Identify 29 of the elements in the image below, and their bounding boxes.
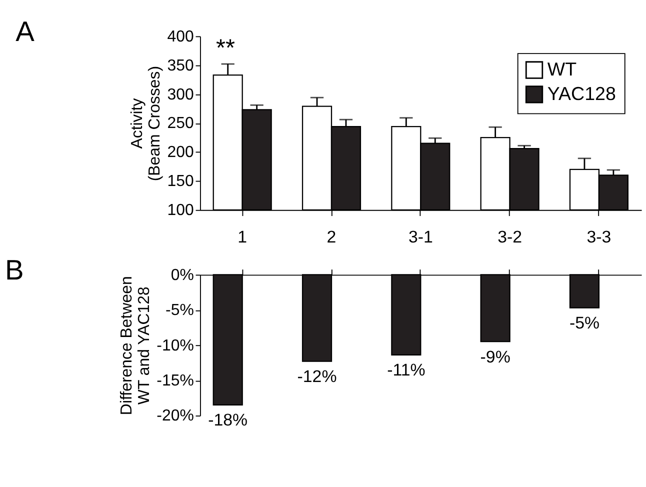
y-tick-label: 300 — [167, 86, 194, 104]
data-label: -18% — [208, 410, 248, 430]
y-tick-label: 200 — [167, 144, 194, 162]
y-tick-label: -15% — [156, 372, 194, 390]
y-axis-title: Difference Between WT and YAC128 — [118, 276, 154, 416]
y-tick-label: 150 — [167, 173, 194, 190]
chart-title: B — [4, 254, 24, 286]
data-label: -5% — [569, 313, 600, 332]
legend-label: YAC128 — [547, 83, 616, 104]
x-tick-label: 3-3 — [586, 227, 612, 246]
y-axis-title: Activity (Beam Crosses) — [128, 66, 164, 182]
x-tick-label: 3-1 — [408, 227, 433, 246]
legend-label: WT — [547, 58, 578, 80]
data-label: -9% — [480, 347, 510, 366]
x-tick-label: 1 — [238, 227, 248, 246]
data-label: -12% — [297, 366, 337, 386]
chart-title: A — [16, 16, 35, 47]
y-tick-label: -10% — [156, 337, 194, 354]
x-tick-label: 3-2 — [498, 227, 522, 246]
y-tick-label: 0% — [170, 266, 194, 284]
x-tick-label: 2 — [326, 227, 336, 246]
y-tick-label: -5% — [166, 302, 194, 320]
y-tick-label: -20% — [156, 408, 194, 425]
data-label: -11% — [387, 360, 426, 380]
annotation: ** — [216, 34, 236, 62]
y-tick-label: 100 — [167, 202, 194, 220]
y-tick-label: 400 — [167, 28, 194, 46]
y-tick-label: 350 — [167, 57, 194, 74]
y-tick-label: 250 — [167, 115, 194, 132]
